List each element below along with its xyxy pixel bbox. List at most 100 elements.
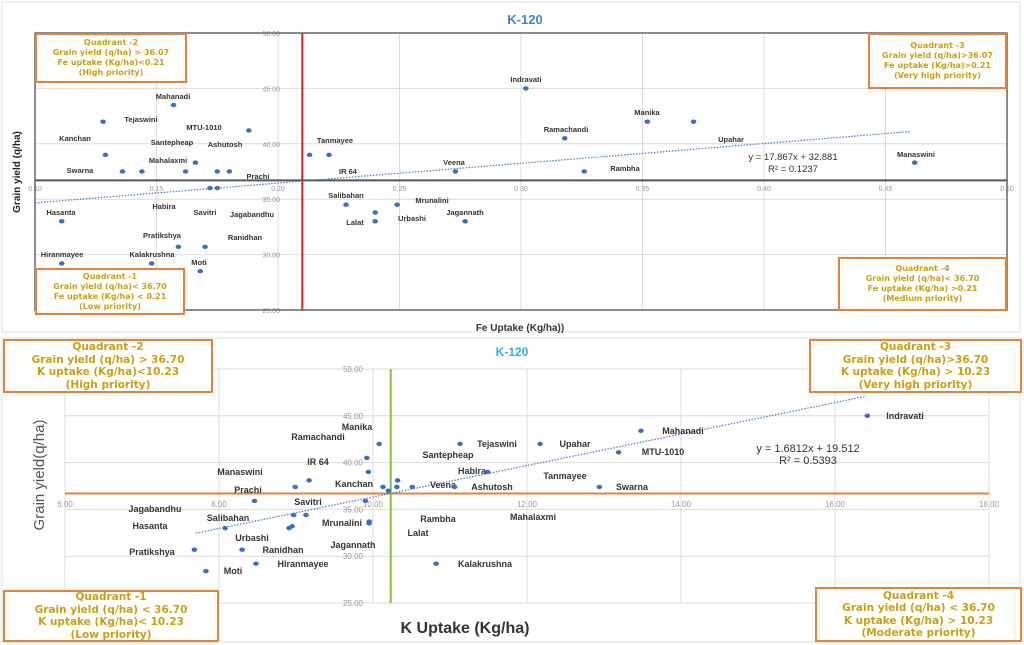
quadrant-text-line: Quadrant -1: [82, 271, 138, 281]
point-label: Manaswini: [217, 467, 263, 477]
data-point: [365, 469, 372, 475]
plot-frame: [34, 32, 1008, 311]
point-label: Indravati: [510, 75, 541, 84]
x-tick-label: 14.00: [671, 500, 692, 509]
point-label: Tejaswini: [477, 439, 517, 449]
point-label: Hasanta: [46, 208, 76, 217]
y-tick-label: 40.00: [262, 142, 280, 149]
x-tick-label: 0.20: [271, 186, 285, 193]
quadrant-box-q1: Quadrant -1 Grain yield (q/ha)< 36.70 Fe u…: [35, 268, 185, 315]
data-point: [644, 119, 651, 124]
quadrant-box-q4: Quadrant -4 Grain yield (q/ha)< 36.70 Fe u…: [838, 257, 1007, 311]
data-point: [251, 498, 258, 504]
point-label: Kanchan: [59, 134, 91, 143]
data-point: [239, 547, 245, 552]
x-tick-label: 8.00: [211, 500, 227, 509]
data-point: [366, 521, 372, 526]
data-point: [394, 202, 400, 207]
point-label: Kalakrushna: [129, 250, 175, 259]
data-point: [102, 152, 109, 158]
data-point: [596, 484, 603, 490]
point-label: Rambha: [420, 514, 457, 524]
data-point: [911, 160, 918, 165]
trendline-equation: y = 1.6812x + 19.512: [756, 443, 859, 455]
point-label: Habira: [458, 466, 487, 476]
point-label: Rambha: [610, 164, 640, 173]
r-squared-label: R² = 0.1237: [768, 164, 818, 175]
point-label: Urbashi: [235, 533, 269, 543]
data-point: [523, 86, 529, 91]
point-label: Kalakrushna: [458, 559, 513, 569]
quadrant-box-q1: Quadrant -1 Grain yield (q/ha) < 36.70 K u…: [3, 590, 219, 642]
quadrant-text-line: (Moderate priority): [861, 627, 976, 639]
quadrant-text-line: Fe uptake (Kg/ha)<0.21: [57, 58, 165, 67]
data-point: [452, 169, 459, 174]
quadrant-text-line: (Very high priority): [894, 71, 981, 80]
x-tick-label: 6.00: [57, 500, 73, 509]
point-label: Tanmayee: [543, 471, 586, 481]
point-label: Ramachandi: [291, 432, 345, 442]
y-tick-label: 25.00: [262, 308, 280, 315]
y-tick-label: 25.00: [343, 599, 364, 608]
quadrant-text-line: Fe uptake (Kg/ha)>0.21: [883, 61, 991, 70]
y-tick-label: 35.00: [343, 505, 364, 514]
quadrant-box-q4: Quadrant -4 Grain yield (q/ha) < 36.70 K u…: [815, 587, 1022, 642]
point-label: Pratikshya: [143, 231, 182, 240]
quadrant-text-line: Grain yield (q/ha)< 36.70: [865, 274, 980, 283]
x-tick-label: 18.00: [979, 500, 1000, 509]
data-point: [207, 185, 213, 191]
data-point: [326, 152, 332, 158]
point-label: Upahar: [559, 439, 591, 449]
point-label: MTU-1010: [642, 447, 685, 457]
point-label: Manaswini: [897, 150, 935, 159]
data-point: [561, 136, 568, 141]
point-label: Mrunalini: [415, 196, 448, 205]
bottom-panel-frame: [1, 337, 1021, 643]
top-panel-frame: [1, 1, 1021, 333]
data-point: [139, 169, 145, 174]
quadrant-text-line: (Low priority): [79, 301, 141, 311]
data-point: [581, 169, 587, 174]
quadrant-text-line: Grain yield (q/ha)< 36.70: [53, 281, 167, 291]
chart-title: K-120: [507, 12, 542, 27]
quadrant-text-line: Quadrant -2: [83, 38, 139, 47]
trendline: [34, 131, 910, 204]
data-point: [182, 169, 189, 174]
quadrant-text-line: K uptake (Kg/ha) > 10.23: [843, 614, 994, 627]
x-tick-label: 0.15: [150, 186, 164, 193]
data-point: [306, 152, 313, 158]
point-label: Santepheap: [422, 450, 474, 460]
quadrant-text-line: (Very high priority): [858, 378, 973, 391]
quadrant-box-q2: Quadrant -2 Grain yield (q/ha) > 36.07 Fe …: [35, 33, 187, 83]
quadrant-text-line: Grain yield (q/ha)>36.07: [882, 51, 993, 60]
point-label: Veena: [443, 158, 466, 167]
data-point: [175, 244, 182, 250]
data-point: [119, 169, 126, 174]
point-label: Prachi: [247, 172, 270, 181]
quadrant-text-line: (High priority): [65, 378, 151, 391]
data-point: [246, 128, 252, 133]
point-label: Manika: [634, 108, 660, 117]
data-point: [409, 484, 416, 490]
data-point: [372, 210, 379, 215]
quadrant-box-q3: Quadrant -3 Grain yield (q/ha)>36.70 K upt…: [809, 339, 1022, 393]
x-tick-label: 12.00: [517, 500, 538, 509]
point-label: Manika: [342, 422, 374, 432]
data-point: [290, 512, 297, 518]
point-label: Hiranmayee: [41, 250, 84, 259]
data-point: [537, 441, 543, 447]
point-label: Ramachandi: [544, 125, 589, 134]
point-label: Veena: [430, 480, 457, 490]
quadrant-text-line: Grain yield (q/ha) > 36.70: [31, 353, 185, 366]
data-point: [192, 160, 199, 165]
point-label: Mahanadi: [662, 426, 704, 436]
point-label: Tanmayee: [317, 136, 353, 145]
point-label: MTU-1010: [186, 123, 221, 132]
point-label: Lalat: [407, 528, 428, 538]
data-point: [191, 547, 198, 552]
x-tick-label: 0.30: [514, 186, 528, 193]
y-axis-title: Grain yield(q/ha): [31, 420, 48, 531]
x-tick-label: 0.25: [393, 186, 407, 193]
point-label: Lalat: [346, 218, 364, 227]
